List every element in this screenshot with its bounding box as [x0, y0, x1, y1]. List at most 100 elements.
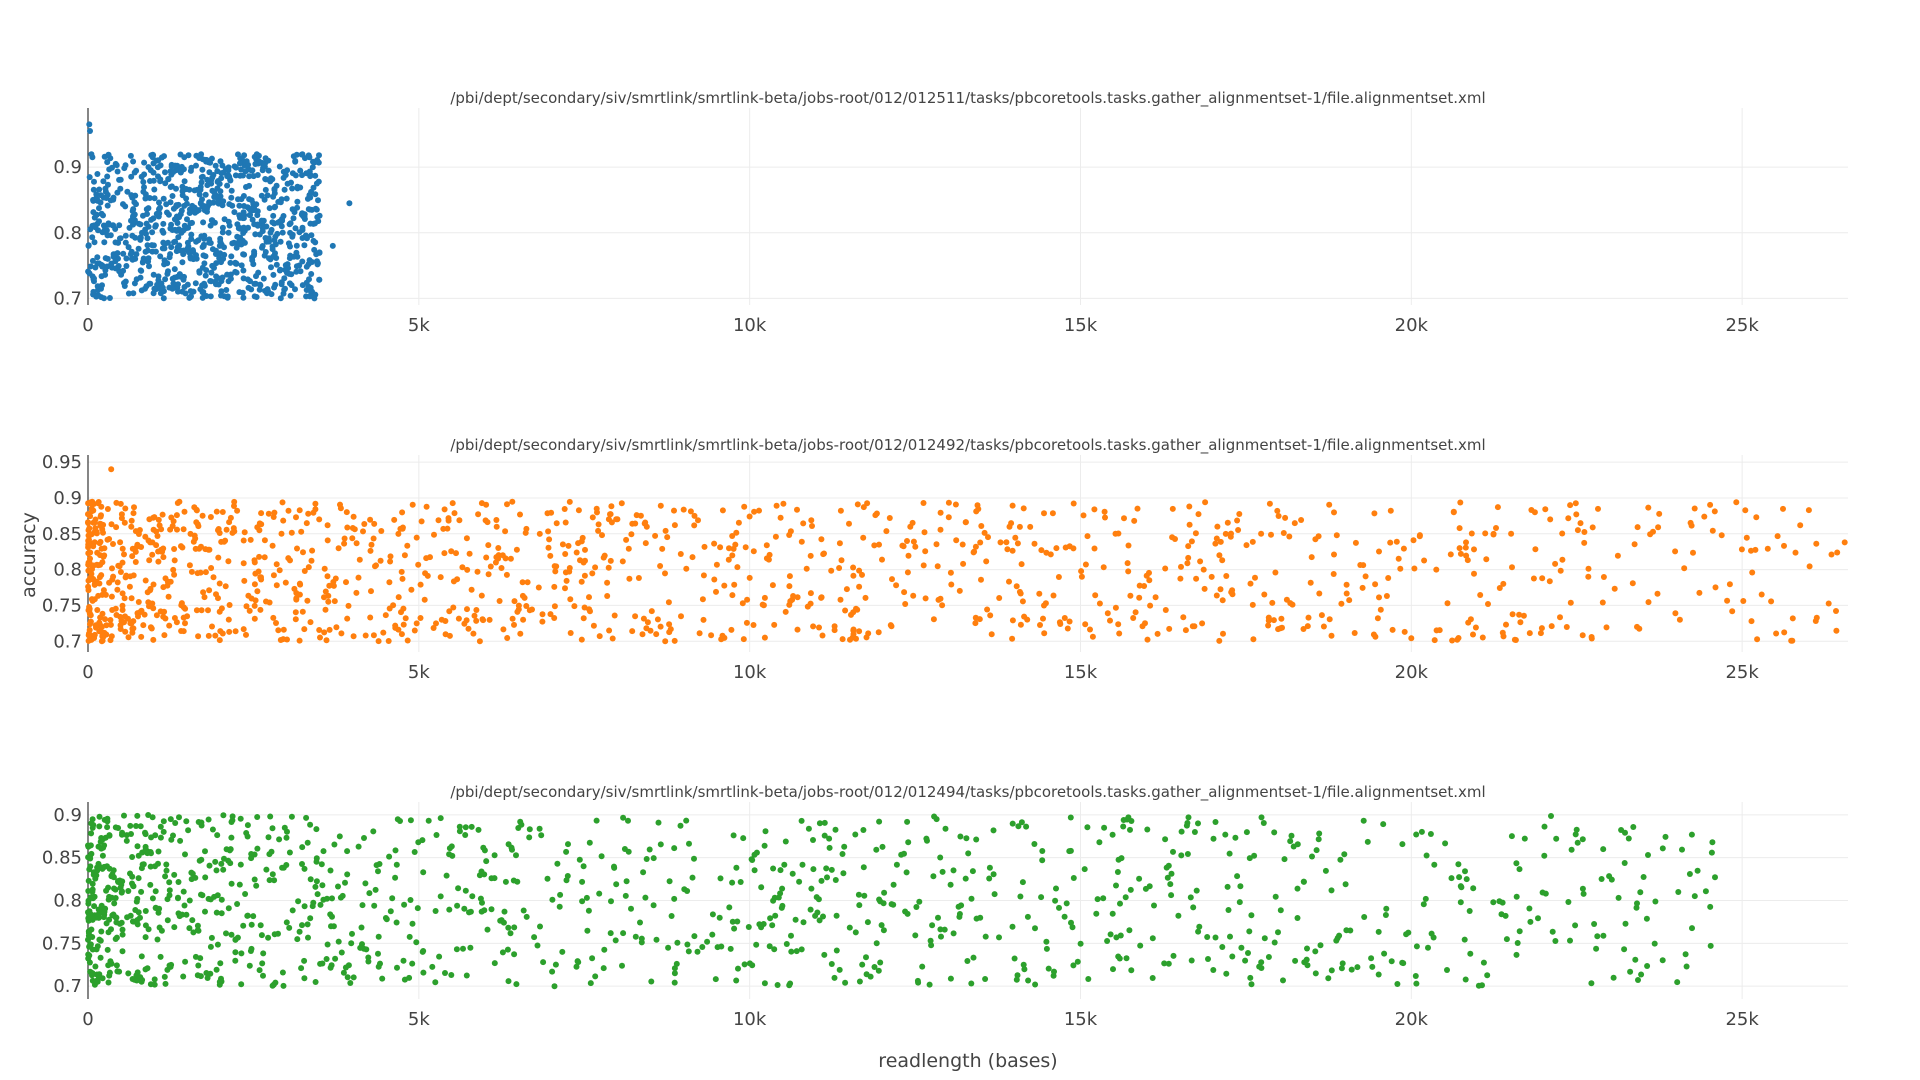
data-point: [1413, 980, 1420, 987]
data-point: [232, 957, 239, 964]
data-point: [281, 286, 288, 293]
data-point: [150, 177, 157, 184]
data-point: [740, 835, 747, 842]
data-point: [390, 602, 397, 609]
data-point: [111, 900, 118, 907]
data-point: [1243, 829, 1250, 836]
data-point: [1087, 626, 1093, 633]
data-point: [604, 579, 611, 586]
data-point: [1834, 549, 1841, 556]
data-point: [219, 630, 226, 637]
data-point: [292, 609, 299, 616]
data-point: [1212, 819, 1219, 825]
data-point: [93, 622, 99, 629]
data-point: [237, 815, 244, 822]
data-point: [798, 946, 805, 953]
data-point: [146, 557, 153, 564]
data-point: [1070, 875, 1077, 881]
data-point: [856, 902, 863, 909]
data-point: [213, 508, 220, 515]
data-point: [201, 594, 208, 601]
y-tick-label: 0.8: [53, 891, 82, 912]
data-point: [1050, 592, 1057, 599]
data-point: [242, 891, 249, 897]
data-point: [104, 202, 111, 209]
data-point: [271, 931, 278, 938]
data-point: [605, 564, 612, 571]
data-point: [316, 212, 323, 219]
data-point: [549, 896, 556, 903]
data-point: [399, 575, 406, 582]
data-point: [1249, 601, 1256, 608]
data-point: [157, 204, 163, 211]
data-point: [105, 896, 112, 903]
data-point: [87, 549, 94, 556]
data-point: [1621, 860, 1628, 866]
data-point: [650, 855, 657, 862]
data-point: [1144, 636, 1151, 643]
data-point: [1271, 829, 1278, 836]
data-point: [445, 515, 452, 522]
data-point: [180, 227, 187, 234]
data-point: [87, 612, 94, 619]
data-point: [142, 831, 149, 838]
data-point: [193, 162, 199, 169]
data-point: [407, 817, 414, 824]
data-point: [1547, 516, 1554, 523]
data-point: [141, 159, 148, 166]
data-point: [160, 220, 167, 227]
data-point: [114, 250, 121, 257]
data-point: [595, 527, 602, 534]
data-point: [209, 623, 215, 630]
data-point: [350, 974, 357, 981]
data-point: [739, 600, 746, 607]
data-point: [103, 622, 110, 629]
data-point: [257, 922, 264, 929]
data-point: [193, 238, 200, 245]
data-point: [1178, 828, 1185, 835]
data-point: [208, 934, 215, 941]
data-point: [1120, 817, 1127, 823]
data-point: [481, 847, 488, 854]
data-point: [213, 909, 220, 916]
data-point: [197, 569, 204, 576]
data-point: [299, 608, 306, 615]
data-point: [589, 514, 596, 521]
data-point: [1294, 885, 1301, 892]
data-point: [1509, 611, 1516, 618]
data-point: [141, 611, 148, 618]
data-point: [828, 567, 835, 574]
data-point: [88, 576, 95, 583]
data-point: [140, 179, 147, 185]
data-point: [254, 212, 261, 219]
data-point: [254, 172, 261, 178]
data-point: [1039, 857, 1046, 864]
data-point: [1168, 870, 1175, 877]
data-point: [777, 867, 784, 874]
data-point: [155, 558, 162, 565]
data-point: [368, 588, 374, 595]
data-point: [556, 903, 563, 910]
data-point: [196, 268, 203, 275]
data-point: [464, 606, 470, 613]
data-point: [1187, 894, 1194, 901]
data-point: [793, 948, 800, 955]
data-point: [1100, 564, 1107, 571]
data-point: [241, 577, 248, 584]
data-point: [195, 633, 202, 640]
data-point: [91, 239, 98, 246]
data-point: [375, 963, 382, 970]
data-point: [413, 534, 420, 541]
data-point: [102, 591, 109, 598]
data-point: [197, 955, 204, 962]
data-point: [504, 635, 511, 641]
data-point: [860, 864, 867, 871]
data-point: [233, 244, 240, 251]
data-point: [1833, 627, 1840, 634]
data-point: [947, 881, 954, 888]
data-point: [125, 290, 132, 297]
data-point: [772, 912, 779, 919]
data-point: [991, 891, 998, 898]
data-point: [1496, 585, 1503, 591]
data-point: [1548, 623, 1555, 630]
